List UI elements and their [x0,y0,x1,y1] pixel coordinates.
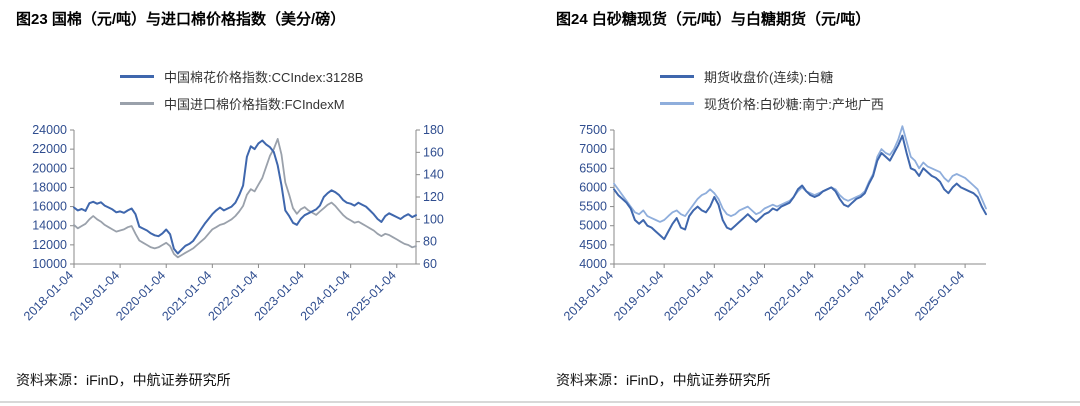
legend-swatch [660,74,694,78]
sugar-chart-panel: 图24 白砂糖现货（元/吨）与白糖期货（元/吨） 期货收盘价(连续):白糖现货价… [540,0,1080,406]
source-note-left: 资料来源：iFinD，中航证券研究所 [16,372,231,388]
svg-text:4500: 4500 [579,238,607,252]
legend-swatch [120,101,154,105]
svg-text:5000: 5000 [579,219,607,233]
svg-text:2022-01-04: 2022-01-04 [762,268,817,323]
legend-swatch [660,101,694,105]
source-note-right: 资料来源：iFinD，中航证券研究所 [556,372,771,388]
cotton-chart-legend: 中国棉花价格指数:CCIndex:3128B 中国进口棉价格指数:FCIndexM [120,69,530,112]
svg-text:2023-01-04: 2023-01-04 [812,268,867,323]
svg-text:2020-01-04: 2020-01-04 [661,268,716,323]
svg-text:5500: 5500 [579,200,607,214]
svg-text:22000: 22000 [32,142,67,156]
series-line [613,125,987,223]
sugar-chart-legend: 期货收盘价(连续):白糖现货价格:白砂糖:南宁:产地广西 [660,69,1070,112]
svg-text:7500: 7500 [579,123,607,137]
bottom-divider [0,401,1080,403]
svg-text:80: 80 [423,235,437,249]
svg-text:120: 120 [423,190,444,204]
svg-text:2019-01-04: 2019-01-04 [611,268,666,323]
legend-label: 现货价格:白砂糖:南宁:产地广西 [704,96,884,112]
svg-text:100: 100 [423,212,444,226]
svg-text:6000: 6000 [579,180,607,194]
svg-text:16000: 16000 [32,200,67,214]
series-line [73,139,417,255]
svg-text:20000: 20000 [32,161,67,175]
cotton-price-chart: 10000 12000 14000 16000 18000 20000 22000 24000… [21,123,444,323]
svg-text:18000: 18000 [32,180,67,194]
svg-text:140: 140 [423,168,444,182]
svg-text:2025-01-04: 2025-01-04 [344,268,399,323]
svg-text:2025-01-04: 2025-01-04 [912,268,967,323]
legend-label: 中国棉花价格指数:CCIndex:3128B [164,69,364,85]
svg-text:2018-01-04: 2018-01-04 [561,268,616,323]
series-line [613,134,987,241]
legend-label: 期货收盘价(连续):白糖 [704,69,834,85]
sugar-price-chart: 4000 4500 5000 5500 6000 6500 7000 7500 2018-01-… [561,123,987,323]
svg-text:7000: 7000 [579,142,607,156]
svg-text:2021-01-04: 2021-01-04 [711,268,766,323]
svg-text:2024-01-04: 2024-01-04 [862,268,917,323]
legend-item: 中国棉花价格指数:CCIndex:3128B [120,69,530,85]
svg-text:6500: 6500 [579,161,607,175]
legend-item: 现货价格:白砂糖:南宁:产地广西 [660,96,1070,112]
legend-item: 期货收盘价(连续):白糖 [660,69,1070,85]
series-line [73,137,417,259]
chart-title-fig23: 图23 国棉（元/吨）与进口棉价格指数（美分/磅） [16,11,346,28]
legend-swatch [120,74,154,78]
cotton-chart-panel: 图23 国棉（元/吨）与进口棉价格指数（美分/磅） 中国棉花价格指数:CCInd… [16,11,530,388]
chart-title-fig24: 图24 白砂糖现货（元/吨）与白糖期货（元/吨） [556,11,871,28]
svg-text:14000: 14000 [32,219,67,233]
legend-item: 中国进口棉价格指数:FCIndexM [120,96,530,112]
svg-text:12000: 12000 [32,238,67,252]
svg-text:10000: 10000 [32,257,67,271]
svg-text:4000: 4000 [579,257,607,271]
svg-text:24000: 24000 [32,123,67,137]
svg-text:160: 160 [423,145,444,159]
svg-text:180: 180 [423,123,444,137]
svg-text:60: 60 [423,257,437,271]
legend-label: 中国进口棉价格指数:FCIndexM [164,96,345,112]
